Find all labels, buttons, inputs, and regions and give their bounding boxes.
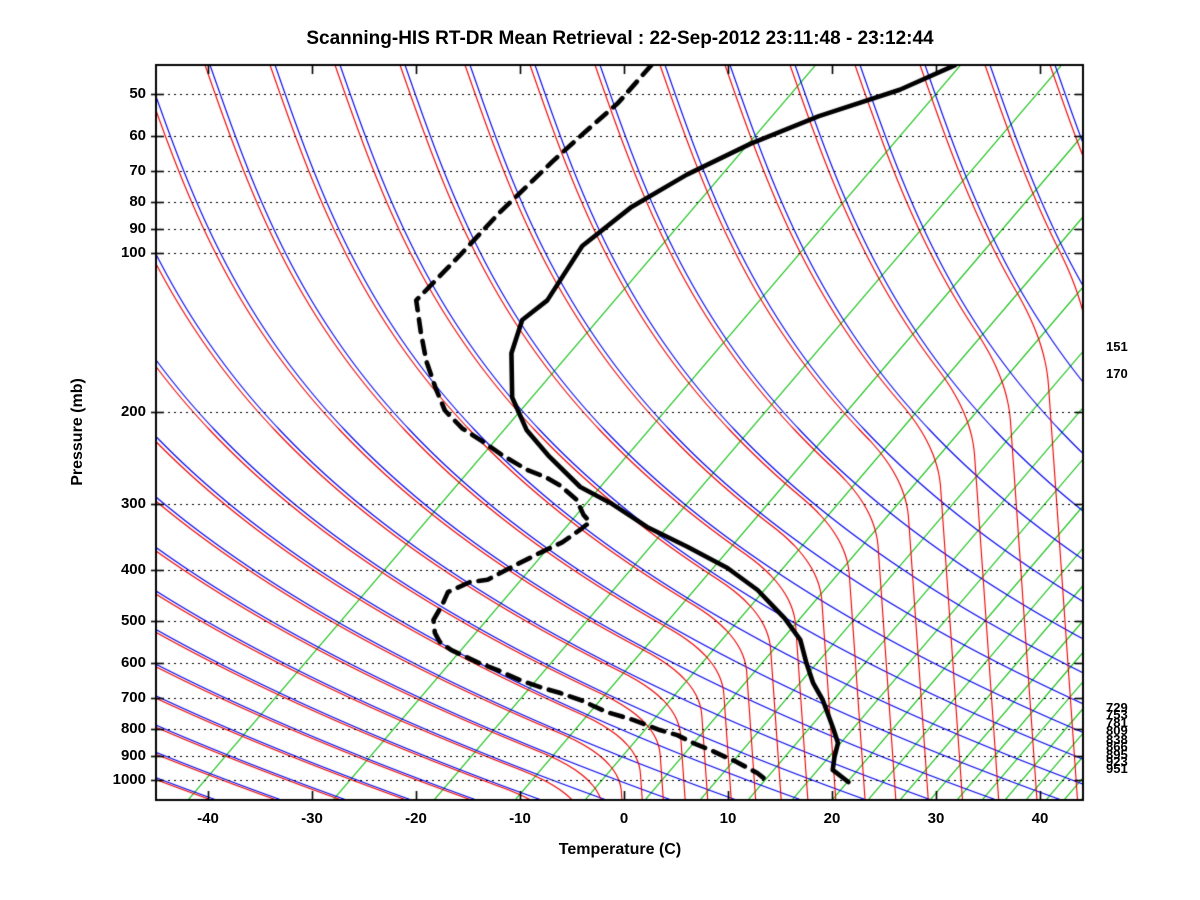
x-tick-label: -10 [509, 810, 531, 827]
pressure-annotation: 838 [1106, 731, 1128, 747]
y-tick-label: 300 [120, 495, 146, 513]
pressure-annotation: 809 [1106, 723, 1128, 739]
y-tick-label: 700 [120, 689, 146, 707]
x-tick-label: -40 [197, 810, 219, 827]
y-tick-label: 60 [129, 127, 146, 145]
pressure-annotation: 151 [1106, 339, 1128, 355]
pressure-annotation: 866 [1106, 739, 1128, 755]
y-tick-label: 200 [120, 402, 146, 420]
x-axis-label: Temperature (C) [558, 841, 682, 858]
x-tick-label: 40 [1031, 810, 1049, 827]
pressure-annotation: 951 [1106, 760, 1128, 776]
y-tick-label: 50 [129, 85, 146, 103]
y-tick-label: 70 [129, 162, 146, 180]
pressure-annotation: 729 [1106, 699, 1128, 715]
y-tick-label: 600 [120, 654, 146, 672]
y-tick-label: 80 [129, 192, 146, 210]
pressure-annotation: 781 [1106, 715, 1128, 731]
x-tick-label: -30 [301, 810, 323, 827]
pressure-annotation: 895 [1106, 746, 1128, 762]
y-tick-label: 500 [120, 612, 146, 630]
y-tick-label: 800 [120, 719, 146, 737]
page-title: Scanning-HIS RT-DR Mean Retrieval : 22-S… [306, 28, 934, 49]
x-tick-label: -20 [405, 810, 427, 827]
y-tick-label: 100 [120, 244, 146, 261]
y-tick-label: 400 [120, 561, 146, 579]
y-tick-label: 900 [120, 746, 146, 764]
pressure-annotation: 923 [1106, 753, 1128, 769]
y-tick-label: 90 [129, 219, 146, 237]
y-axis-label: Pressure (mb) [69, 378, 86, 486]
y-tick-label: 1000 [112, 771, 146, 788]
pressure-annotation: 753 [1106, 707, 1128, 723]
x-tick-label: 20 [823, 810, 841, 827]
x-tick-label: 10 [719, 810, 737, 827]
pressure-annotation: 170 [1106, 366, 1128, 382]
x-tick-label: 0 [619, 810, 629, 827]
x-tick-label: 30 [927, 810, 945, 827]
